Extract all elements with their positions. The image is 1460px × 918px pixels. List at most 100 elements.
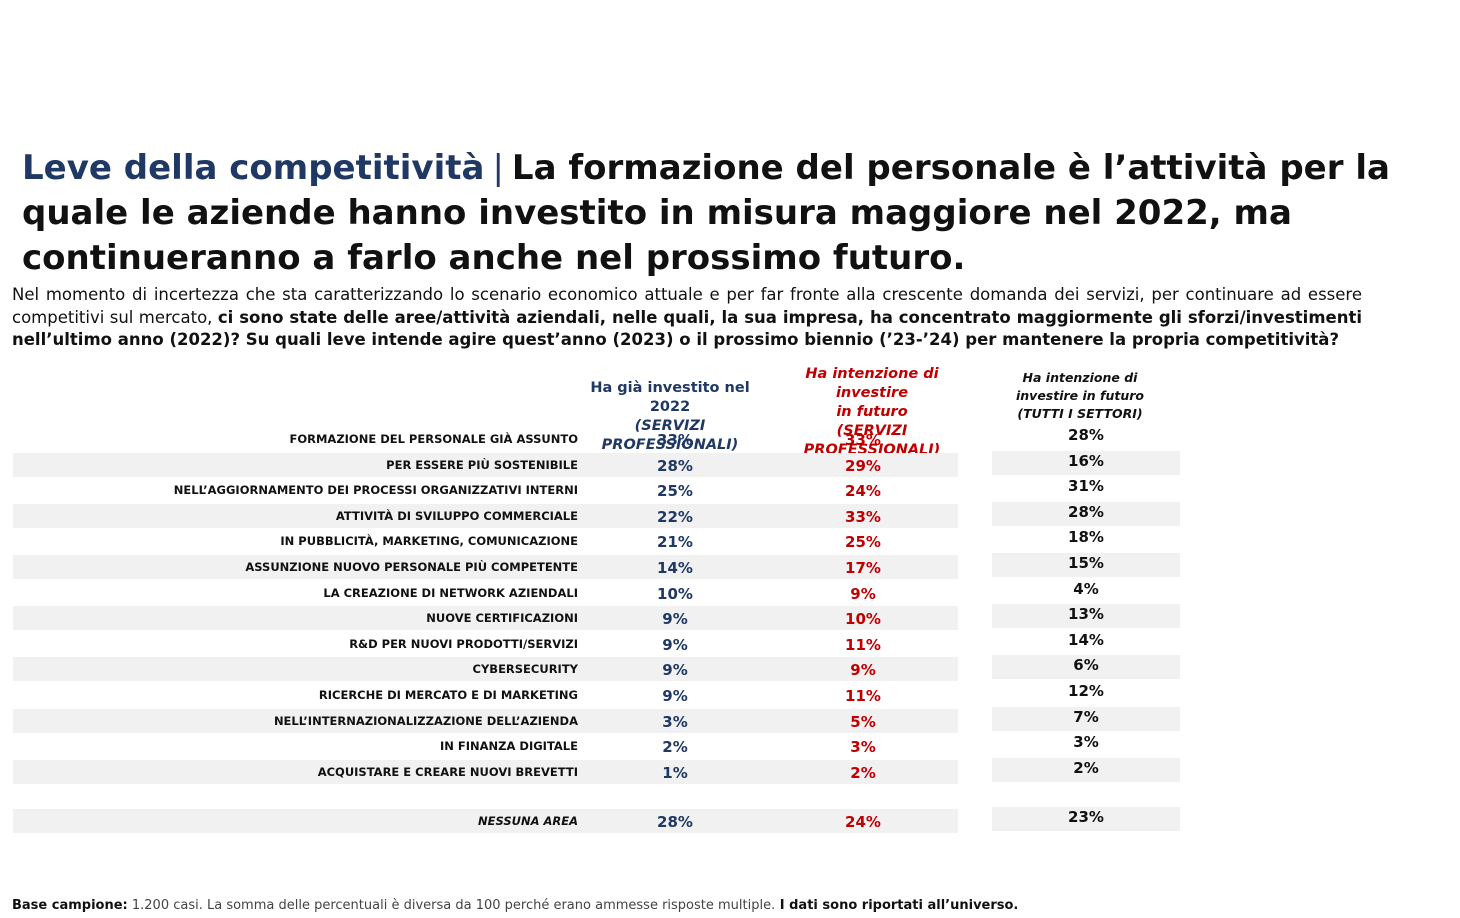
value-invested-2022: 3%	[662, 713, 688, 731]
footnote-text: 1.200 casi. La somma delle percentuali è…	[127, 898, 776, 913]
footnote-bold: I dati sono riportati all’universo.	[775, 898, 1019, 913]
table-row-all-sectors: 28%	[992, 425, 1180, 449]
value-invested-2022: 10%	[657, 585, 693, 603]
table-row: IN FINANZA DIGITALE 2% 3%	[13, 734, 958, 758]
value-future-all-sectors: 3%	[1073, 733, 1099, 751]
title-rest: La formazione del personale è l’attività…	[22, 148, 1390, 278]
table-row: ATTIVITÀ DI SVILUPPO COMMERCIALE 22% 33%	[13, 504, 958, 528]
table-row: CYBERSECURITY 9% 9%	[13, 657, 958, 681]
table-row: IN PUBBLICITÀ, MARKETING, COMUNICAZIONE 2…	[13, 529, 958, 553]
value-future-professional: 3%	[850, 738, 876, 756]
table-row-all-sectors: 15%	[992, 553, 1180, 577]
table-row-all-sectors: 16%	[992, 451, 1180, 475]
value-future-all-sectors: 15%	[1068, 554, 1104, 572]
title-lead: Leve della competitività	[22, 148, 485, 188]
question-bold: ci sono state delle aree/attività aziend…	[12, 307, 1362, 350]
column-header-line: Ha intenzione di investire	[805, 366, 939, 401]
table-row-all-sectors: 18%	[992, 527, 1180, 551]
value-invested-2022: 33%	[657, 431, 693, 449]
value-future-all-sectors: 14%	[1068, 631, 1104, 649]
slide-title: Leve della competitività | La formazione d…	[22, 146, 1447, 281]
table-row: FORMAZIONE DEL PERSONALE GIÀ ASSUNTO 33% 3…	[13, 427, 958, 451]
table-row-all-sectors: 6%	[992, 655, 1180, 679]
table-row-all-sectors: 13%	[992, 604, 1180, 628]
table-row-all-sectors: 23%	[992, 807, 1180, 831]
row-label: NESSUNA AREA	[477, 814, 578, 828]
table-row-all-sectors: 2%	[992, 758, 1180, 782]
value-future-all-sectors: 12%	[1068, 682, 1104, 700]
row-label: NELL’AGGIORNAMENTO DEI PROCESSI ORGANIZZ…	[173, 483, 578, 497]
value-invested-2022: 22%	[657, 508, 693, 526]
value-invested-2022: 9%	[662, 610, 688, 628]
question-plain: Nel momento di incertezza che sta caratt…	[12, 285, 1362, 327]
row-label: ATTIVITÀ DI SVILUPPO COMMERCIALE	[335, 509, 578, 523]
value-future-professional: 29%	[845, 457, 881, 475]
value-future-all-sectors: 31%	[1068, 477, 1104, 495]
row-label: FORMAZIONE DEL PERSONALE GIÀ ASSUNTO	[289, 432, 578, 446]
table-row: LA CREAZIONE DI NETWORK AZIENDALI 10% 9%	[13, 581, 958, 605]
table-row: NESSUNA AREA 28% 24%	[13, 809, 958, 833]
table-row: RICERCHE DI MERCATO E DI MARKETING 9% 11%	[13, 683, 958, 707]
table-row: NELL’INTERNAZIONALIZZAZIONE DELL’AZIENDA…	[13, 709, 958, 733]
row-label: CYBERSECURITY	[472, 662, 578, 676]
value-future-all-sectors: 18%	[1068, 528, 1104, 546]
row-label: NELL’INTERNAZIONALIZZAZIONE DELL’AZIENDA	[273, 714, 578, 728]
row-label: RICERCHE DI MERCATO E DI MARKETING	[318, 688, 578, 702]
table-row: NELL’AGGIORNAMENTO DEI PROCESSI ORGANIZZ…	[13, 478, 958, 502]
table-row-all-sectors: 31%	[992, 476, 1180, 500]
value-future-professional: 33%	[845, 508, 881, 526]
value-future-professional: 5%	[850, 713, 876, 731]
value-future-all-sectors: 4%	[1073, 580, 1099, 598]
column-header-line: (SERVIZI PROFESSIONALI)	[601, 418, 739, 453]
value-future-all-sectors: 28%	[1068, 503, 1104, 521]
value-future-all-sectors: 16%	[1068, 452, 1104, 470]
value-future-all-sectors: 23%	[1068, 808, 1104, 826]
table-row: ASSUNZIONE NUOVO PERSONALE PIÙ COMPETENT…	[13, 555, 958, 579]
row-label: ACQUISTARE E CREARE NUOVI BREVETTI	[317, 765, 578, 779]
value-future-professional: 2%	[850, 764, 876, 782]
table-row-all-sectors: 4%	[992, 579, 1180, 603]
value-invested-2022: 21%	[657, 533, 693, 551]
value-future-professional: 24%	[845, 813, 881, 831]
value-future-professional: 11%	[845, 636, 881, 654]
value-invested-2022: 14%	[657, 559, 693, 577]
value-future-professional: 25%	[845, 533, 881, 551]
table-row: R&D PER NUOVI PRODOTTI/SERVIZI 9% 11%	[13, 632, 958, 656]
row-label: LA CREAZIONE DI NETWORK AZIENDALI	[323, 586, 578, 600]
value-future-all-sectors: 2%	[1073, 759, 1099, 777]
question-text: Nel momento di incertezza che sta caratt…	[12, 284, 1362, 352]
footnote-label: Base campione:	[12, 898, 128, 913]
row-label: NUOVE CERTIFICAZIONI	[426, 611, 578, 625]
column-header-invested-2022: Ha già investito nel 2022 (SERVIZI PROFE…	[572, 379, 768, 455]
table-row: NUOVE CERTIFICAZIONI 9% 10%	[13, 606, 958, 630]
table-row-all-sectors: 7%	[992, 707, 1180, 731]
table-row-all-sectors: 3%	[992, 732, 1180, 756]
value-future-all-sectors: 13%	[1068, 605, 1104, 623]
value-future-all-sectors: 28%	[1068, 426, 1104, 444]
value-invested-2022: 28%	[657, 813, 693, 831]
column-header-line: (TUTTI I SETTORI)	[1017, 406, 1143, 421]
column-header-line: Ha intenzione di	[1022, 370, 1138, 385]
value-future-professional: 9%	[850, 661, 876, 679]
row-label: IN FINANZA DIGITALE	[439, 739, 578, 753]
column-header-line: investire in futuro	[1015, 388, 1144, 403]
value-future-professional: 17%	[845, 559, 881, 577]
value-invested-2022: 9%	[662, 661, 688, 679]
value-invested-2022: 1%	[662, 764, 688, 782]
value-future-professional: 33%	[845, 431, 881, 449]
value-future-professional: 11%	[845, 687, 881, 705]
value-future-professional: 9%	[850, 585, 876, 603]
value-invested-2022: 2%	[662, 738, 688, 756]
value-future-professional: 10%	[845, 610, 881, 628]
value-invested-2022: 28%	[657, 457, 693, 475]
table-row: ACQUISTARE E CREARE NUOVI BREVETTI 1% 2%	[13, 760, 958, 784]
value-future-all-sectors: 6%	[1073, 656, 1099, 674]
column-header-future-all-sectors: Ha intenzione di investire in futuro (TU…	[994, 369, 1166, 423]
row-label: PER ESSERE PIÙ SOSTENIBILE	[386, 458, 578, 472]
row-label: ASSUNZIONE NUOVO PERSONALE PIÙ COMPETENT…	[245, 560, 578, 574]
footnote: Base campione: 1.200 casi. La somma dell…	[12, 898, 1018, 913]
value-future-professional: 24%	[845, 482, 881, 500]
table-row-all-sectors: 28%	[992, 502, 1180, 526]
value-invested-2022: 25%	[657, 482, 693, 500]
column-header-line: in futuro	[836, 404, 908, 420]
